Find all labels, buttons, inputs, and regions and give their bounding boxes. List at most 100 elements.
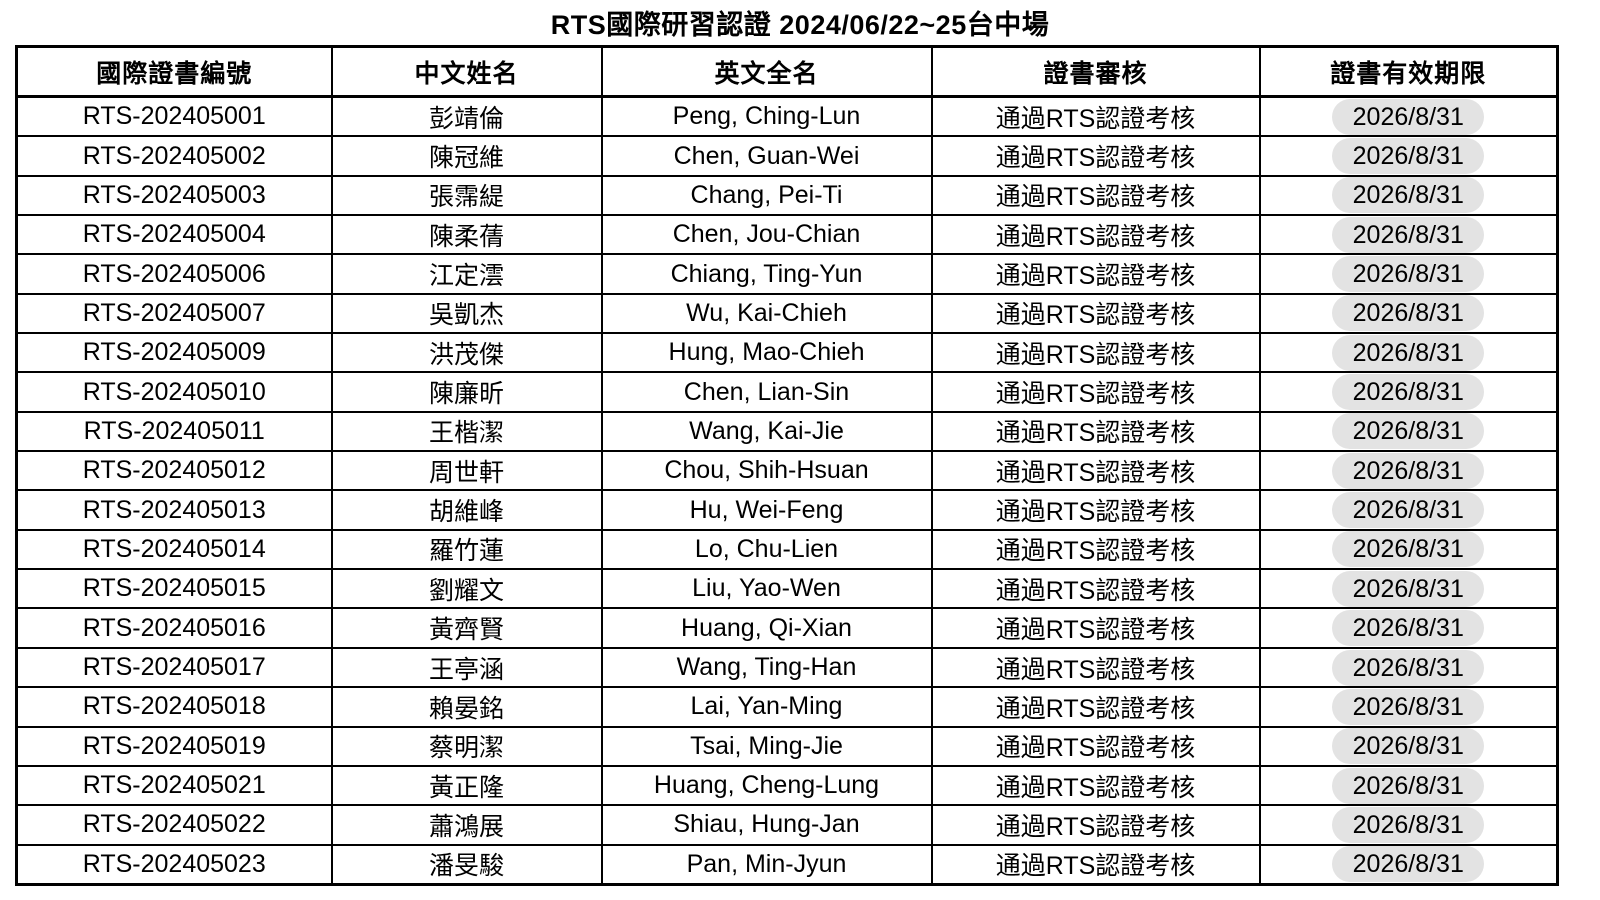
table-row: RTS-202405006 江定澐 Chiang, Ting-Yun 通過RTS… xyxy=(15,253,1559,295)
cert-id-cell: RTS-202405015 xyxy=(15,568,333,610)
cert-id-cell: RTS-202405010 xyxy=(15,371,333,413)
english-name-cell: Chiang, Ting-Yun xyxy=(600,253,933,295)
review-status-cell: 通過RTS認證考核 xyxy=(930,686,1261,728)
expiry-date-cell: 2026/8/31 xyxy=(1258,686,1559,728)
cert-id-cell: RTS-202405007 xyxy=(15,292,333,335)
header-cert-id: 國際證書編號 xyxy=(15,45,333,98)
cert-id-cell: RTS-202405003 xyxy=(15,174,333,217)
review-status-cell: 通過RTS認證考核 xyxy=(930,253,1261,295)
review-status-cell: 通過RTS認證考核 xyxy=(930,764,1261,807)
expiry-pill: 2026/8/31 xyxy=(1332,335,1485,371)
cert-id-cell: RTS-202405006 xyxy=(15,253,333,295)
header-row: 國際證書編號 中文姓名 英文全名 證書審核 證書有效期限 xyxy=(15,45,1559,98)
english-name-cell: Tsai, Ming-Jie xyxy=(600,725,933,767)
chinese-name-cell: 黃正隆 xyxy=(330,764,603,807)
cert-id-cell: RTS-202405018 xyxy=(15,686,333,728)
chinese-name-cell: 蔡明潔 xyxy=(330,725,603,767)
table-row: RTS-202405007 吳凱杰 Wu, Kai-Chieh 通過RTS認證考… xyxy=(15,292,1559,335)
chinese-name-cell: 潘旻駿 xyxy=(330,843,603,886)
table-row: RTS-202405013 胡維峰 Hu, Wei-Feng 通過RTS認證考核… xyxy=(15,489,1559,531)
cert-id-cell: RTS-202405014 xyxy=(15,528,333,571)
expiry-date-cell: 2026/8/31 xyxy=(1258,410,1559,453)
expiry-date-cell: 2026/8/31 xyxy=(1258,214,1559,256)
chinese-name-cell: 吳凱杰 xyxy=(330,292,603,335)
table-row: RTS-202405010 陳廉昕 Chen, Lian-Sin 通過RTS認證… xyxy=(15,371,1559,413)
review-status-cell: 通過RTS認證考核 xyxy=(930,214,1261,256)
expiry-pill: 2026/8/31 xyxy=(1332,256,1485,292)
chinese-name-cell: 胡維峰 xyxy=(330,489,603,531)
review-status-cell: 通過RTS認證考核 xyxy=(930,528,1261,571)
expiry-pill: 2026/8/31 xyxy=(1332,649,1485,686)
cert-id-cell: RTS-202405004 xyxy=(15,214,333,256)
expiry-date-cell: 2026/8/31 xyxy=(1258,371,1559,413)
expiry-date-cell: 2026/8/31 xyxy=(1258,804,1559,846)
chinese-name-cell: 蕭鴻展 xyxy=(330,804,603,846)
table-row: RTS-202405011 王楷潔 Wang, Kai-Jie 通過RTS認證考… xyxy=(15,410,1559,453)
expiry-pill: 2026/8/31 xyxy=(1332,610,1485,646)
chinese-name-cell: 黃齊賢 xyxy=(330,607,603,649)
cert-id-cell: RTS-202405012 xyxy=(15,450,333,492)
table-row: RTS-202405001 彭靖倫 Peng, Ching-Lun 通過RTS認… xyxy=(15,95,1559,138)
chinese-name-cell: 羅竹蓮 xyxy=(330,528,603,571)
english-name-cell: Pan, Min-Jyun xyxy=(600,843,933,886)
table-row: RTS-202405002 陳冠維 Chen, Guan-Wei 通過RTS認證… xyxy=(15,135,1559,177)
english-name-cell: Lai, Yan-Ming xyxy=(600,686,933,728)
cert-id-cell: RTS-202405023 xyxy=(15,843,333,886)
expiry-date-cell: 2026/8/31 xyxy=(1258,332,1559,374)
header-chinese-name: 中文姓名 xyxy=(330,45,603,98)
expiry-date-cell: 2026/8/31 xyxy=(1258,489,1559,531)
english-name-cell: Shiau, Hung-Jan xyxy=(600,804,933,846)
table-body: RTS-202405001 彭靖倫 Peng, Ching-Lun 通過RTS認… xyxy=(15,95,1559,886)
expiry-pill: 2026/8/31 xyxy=(1332,767,1485,804)
english-name-cell: Chen, Lian-Sin xyxy=(600,371,933,413)
table-row: RTS-202405016 黃齊賢 Huang, Qi-Xian 通過RTS認證… xyxy=(15,607,1559,649)
expiry-pill: 2026/8/31 xyxy=(1332,138,1485,174)
expiry-pill: 2026/8/31 xyxy=(1332,846,1485,883)
expiry-pill: 2026/8/31 xyxy=(1332,177,1485,214)
chinese-name-cell: 陳冠維 xyxy=(330,135,603,177)
english-name-cell: Chang, Pei-Ti xyxy=(600,174,933,217)
expiry-date-cell: 2026/8/31 xyxy=(1258,646,1559,689)
english-name-cell: Chou, Shih-Hsuan xyxy=(600,450,933,492)
expiry-date-cell: 2026/8/31 xyxy=(1258,725,1559,767)
review-status-cell: 通過RTS認證考核 xyxy=(930,725,1261,767)
table-row: RTS-202405018 賴晏銘 Lai, Yan-Ming 通過RTS認證考… xyxy=(15,686,1559,728)
chinese-name-cell: 賴晏銘 xyxy=(330,686,603,728)
cert-id-cell: RTS-202405001 xyxy=(15,95,333,138)
review-status-cell: 通過RTS認證考核 xyxy=(930,174,1261,217)
expiry-pill: 2026/8/31 xyxy=(1332,453,1485,489)
english-name-cell: Lo, Chu-Lien xyxy=(600,528,933,571)
expiry-date-cell: 2026/8/31 xyxy=(1258,843,1559,886)
english-name-cell: Huang, Cheng-Lung xyxy=(600,764,933,807)
expiry-pill: 2026/8/31 xyxy=(1332,413,1485,450)
review-status-cell: 通過RTS認證考核 xyxy=(930,371,1261,413)
review-status-cell: 通過RTS認證考核 xyxy=(930,135,1261,177)
cert-id-cell: RTS-202405019 xyxy=(15,725,333,767)
expiry-pill: 2026/8/31 xyxy=(1332,531,1485,568)
english-name-cell: Peng, Ching-Lun xyxy=(600,95,933,138)
header-english-name: 英文全名 xyxy=(600,45,933,98)
cert-id-cell: RTS-202405022 xyxy=(15,804,333,846)
expiry-pill: 2026/8/31 xyxy=(1332,492,1485,528)
english-name-cell: Hu, Wei-Feng xyxy=(600,489,933,531)
chinese-name-cell: 王亭涵 xyxy=(330,646,603,689)
expiry-date-cell: 2026/8/31 xyxy=(1258,528,1559,571)
english-name-cell: Wang, Kai-Jie xyxy=(600,410,933,453)
cert-id-cell: RTS-202405021 xyxy=(15,764,333,807)
english-name-cell: Hung, Mao-Chieh xyxy=(600,332,933,374)
expiry-date-cell: 2026/8/31 xyxy=(1258,135,1559,177)
header-expiry: 證書有效期限 xyxy=(1258,45,1559,98)
chinese-name-cell: 王楷潔 xyxy=(330,410,603,453)
table-row: RTS-202405014 羅竹蓮 Lo, Chu-Lien 通過RTS認證考核… xyxy=(15,528,1559,571)
expiry-date-cell: 2026/8/31 xyxy=(1258,450,1559,492)
review-status-cell: 通過RTS認證考核 xyxy=(930,410,1261,453)
expiry-pill: 2026/8/31 xyxy=(1332,728,1485,764)
english-name-cell: Chen, Jou-Chian xyxy=(600,214,933,256)
expiry-date-cell: 2026/8/31 xyxy=(1258,607,1559,649)
chinese-name-cell: 洪茂傑 xyxy=(330,332,603,374)
expiry-pill: 2026/8/31 xyxy=(1332,295,1485,332)
english-name-cell: Huang, Qi-Xian xyxy=(600,607,933,649)
expiry-pill: 2026/8/31 xyxy=(1332,571,1485,607)
expiry-date-cell: 2026/8/31 xyxy=(1258,95,1559,138)
review-status-cell: 通過RTS認證考核 xyxy=(930,843,1261,886)
